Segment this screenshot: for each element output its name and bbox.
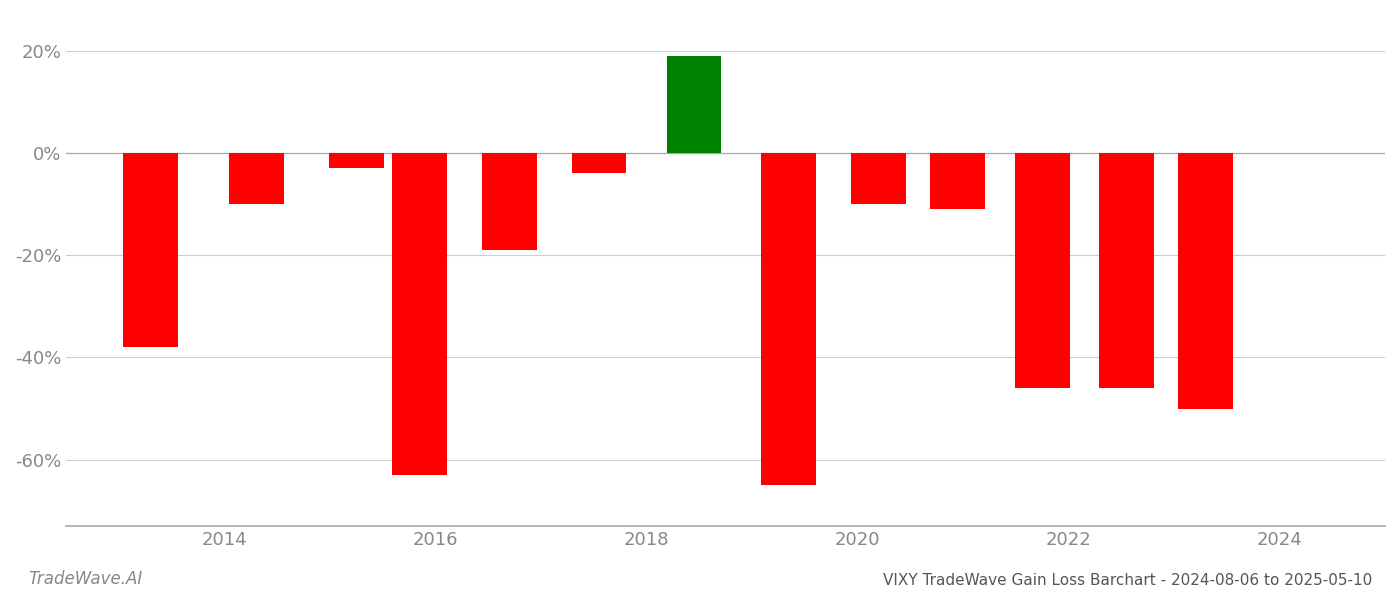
Bar <box>228 153 284 204</box>
Bar <box>482 153 536 250</box>
Bar <box>571 153 626 173</box>
Bar <box>851 153 906 204</box>
Bar <box>1179 153 1233 409</box>
Bar <box>329 153 384 169</box>
Text: VIXY TradeWave Gain Loss Barchart - 2024-08-06 to 2025-05-10: VIXY TradeWave Gain Loss Barchart - 2024… <box>883 573 1372 588</box>
Bar <box>762 153 816 485</box>
Bar <box>1099 153 1154 388</box>
Text: TradeWave.AI: TradeWave.AI <box>28 570 143 588</box>
Bar <box>666 56 721 153</box>
Bar <box>930 153 986 209</box>
Bar <box>123 153 178 347</box>
Bar <box>1015 153 1070 388</box>
Bar <box>392 153 447 475</box>
